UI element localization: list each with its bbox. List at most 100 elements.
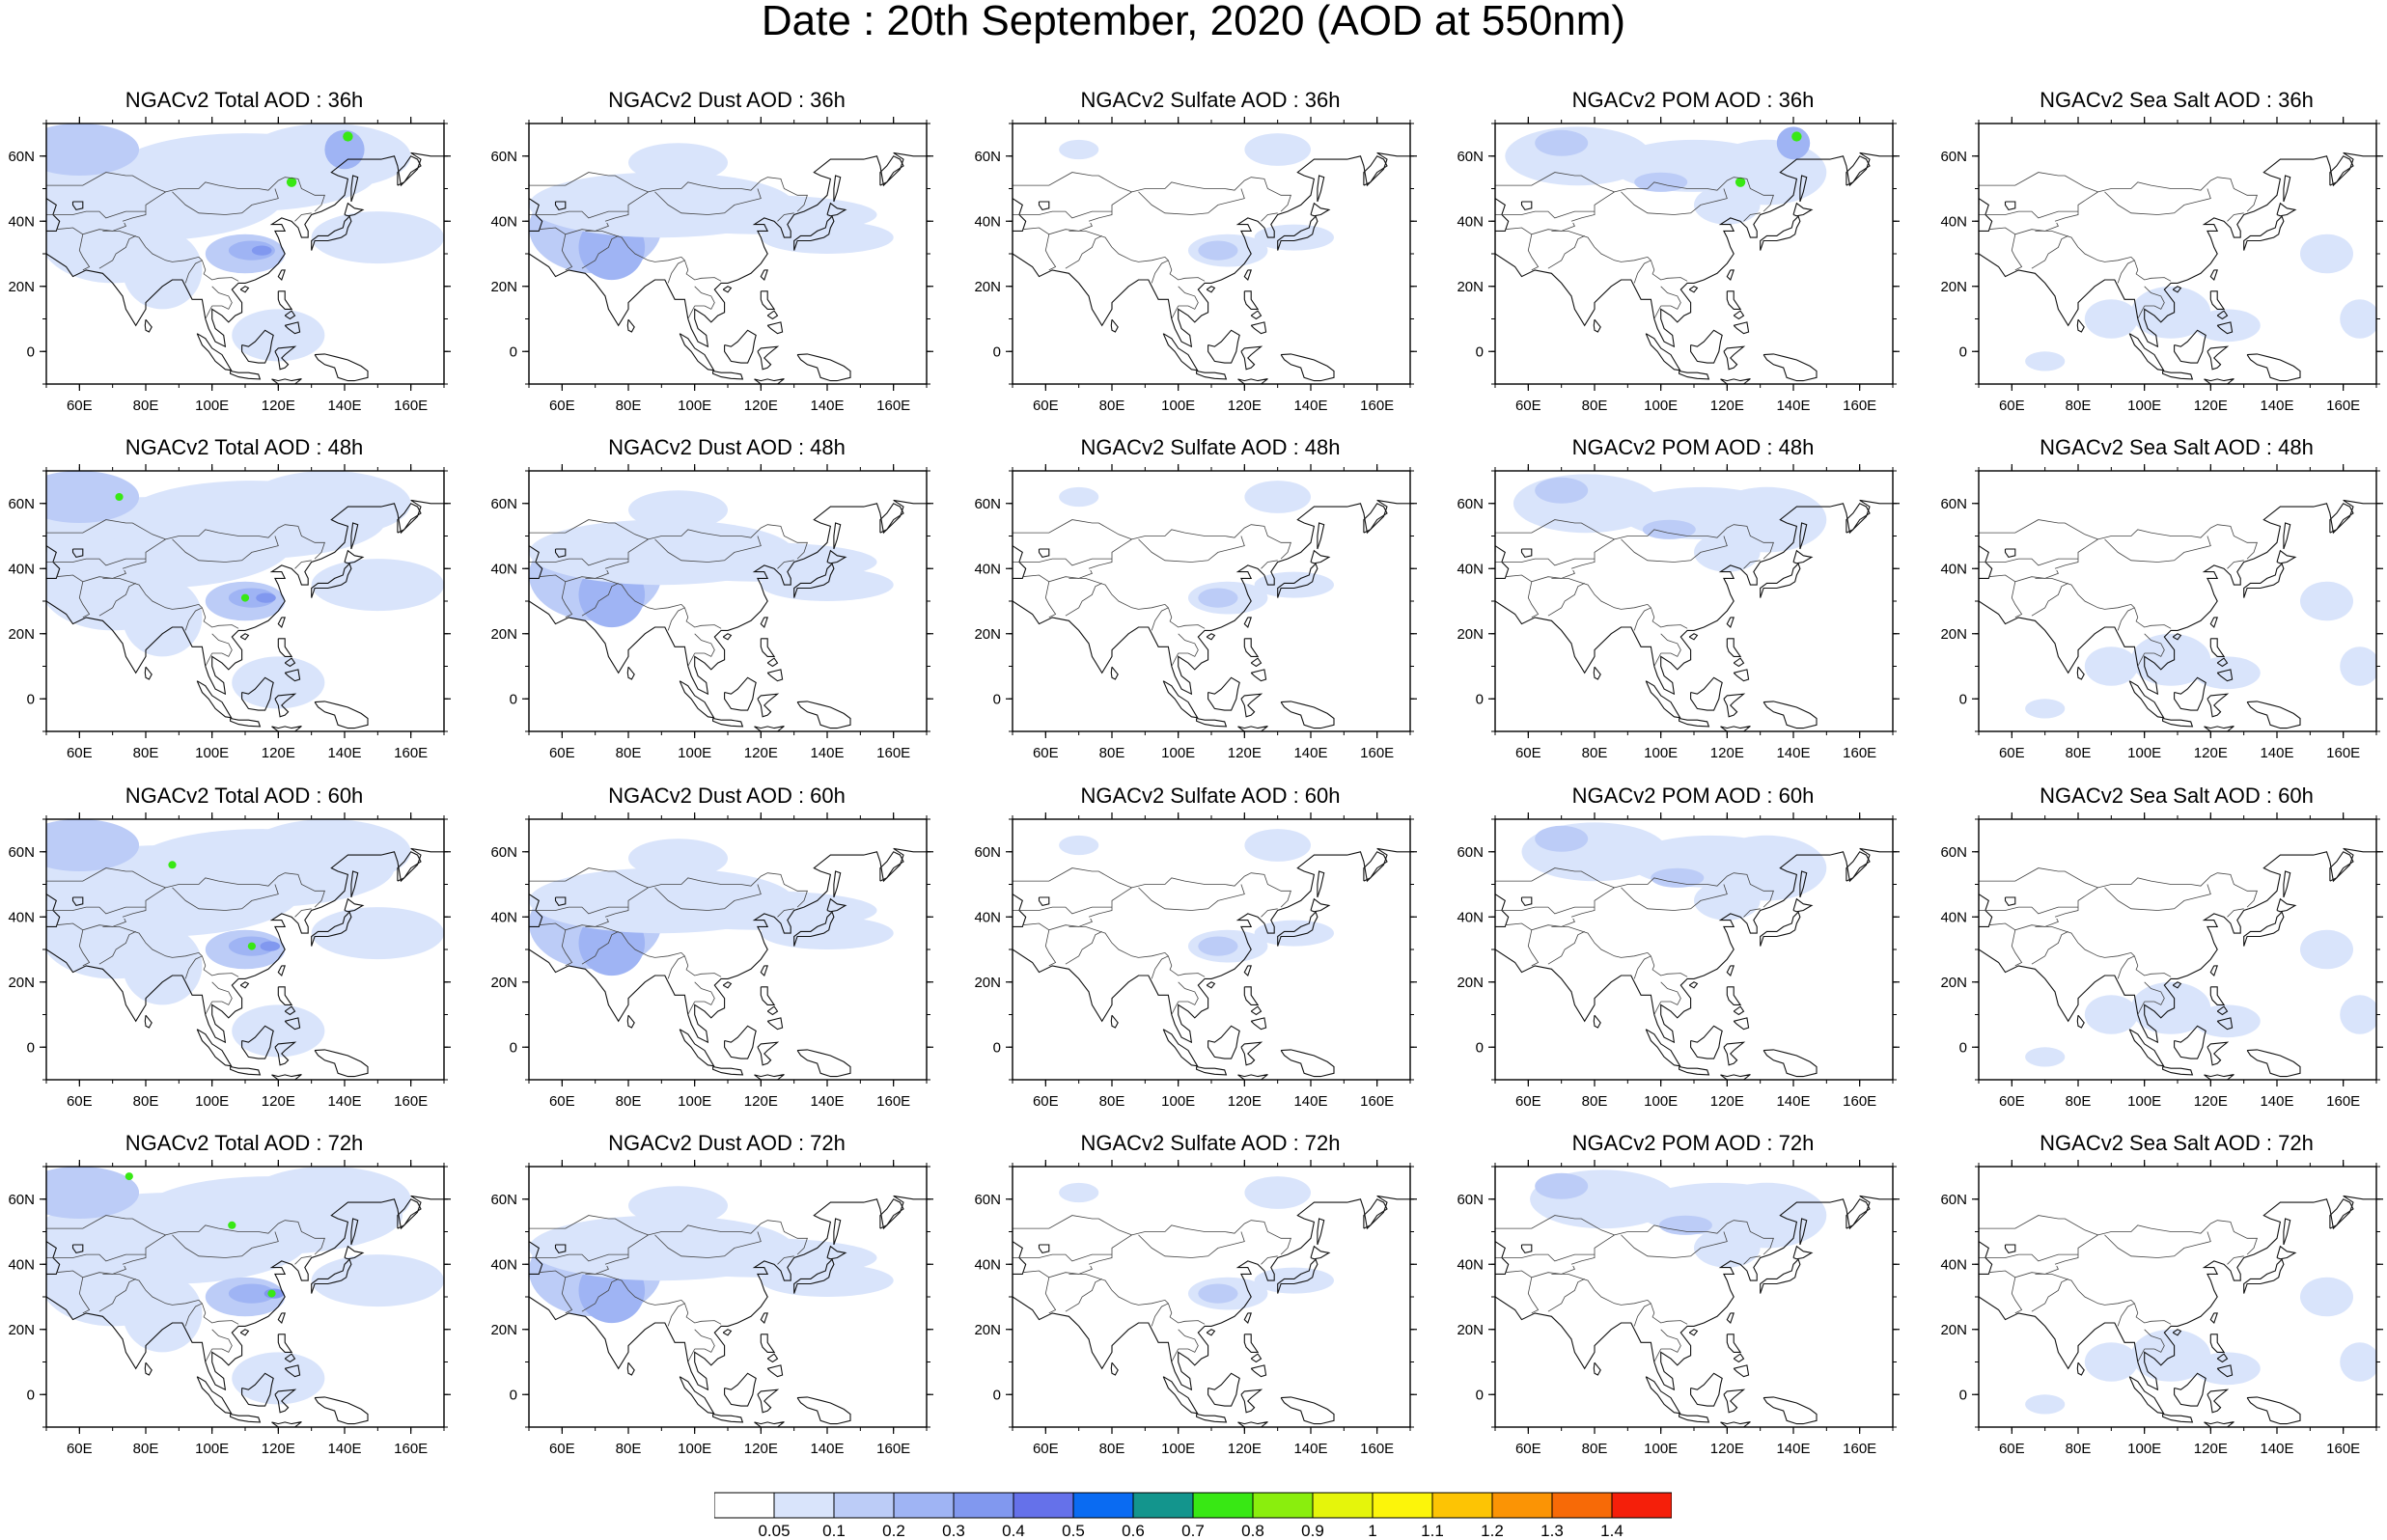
country-borders [1495, 172, 1774, 319]
lat-tick-label: 0 [993, 691, 1001, 707]
lat-tick-label: 20N [1457, 626, 1484, 643]
country-border [1979, 519, 2098, 540]
coastline [679, 680, 715, 719]
lon-tick-label: 140E [1293, 1441, 1327, 1457]
panel-title: NGACv2 Dust AOD : 60h [608, 784, 846, 808]
coastline [1979, 847, 2376, 1044]
lon-tick-label: 60E [1999, 398, 2025, 414]
coastline [1593, 1361, 1601, 1376]
coastline [754, 1421, 785, 1427]
lon-tick-label: 100E [1161, 745, 1195, 761]
aod-contour [232, 656, 325, 709]
coastline [1495, 544, 1510, 579]
coastline [1013, 847, 1410, 1044]
country-borders [1979, 867, 2258, 1015]
coastline [2329, 503, 2354, 534]
coastline [230, 1413, 262, 1423]
country-borders [1013, 519, 1291, 667]
country-border [777, 908, 794, 918]
country-border [1570, 177, 1774, 222]
lat-tick-label: 60N [974, 844, 1001, 861]
lat-tick-label: 40N [490, 909, 517, 925]
country-border [529, 210, 628, 219]
coastlines [529, 1195, 927, 1427]
country-border [1743, 1255, 1761, 1265]
lat-tick-label: 40N [1940, 1256, 1967, 1273]
country-border [1069, 231, 1206, 282]
lon-tick-label: 120E [1228, 398, 1262, 414]
lon-tick-label: 80E [1099, 745, 1125, 761]
coastline [1520, 201, 1533, 211]
lon-tick-label: 140E [1293, 745, 1327, 761]
coastline [626, 1014, 635, 1029]
colorbar-swatch [1013, 1492, 1074, 1519]
coastline [529, 1240, 543, 1275]
lon-tick-label: 160E [1843, 398, 1876, 414]
lon-tick-label: 140E [1776, 398, 1810, 414]
country-border [205, 305, 213, 319]
coastline [760, 290, 776, 310]
lon-tick-label: 140E [1776, 1441, 1810, 1457]
country-border [654, 1231, 762, 1258]
colorbar-label: 0.3 [942, 1522, 965, 1540]
country-border [1653, 652, 1662, 667]
lon-tick-label: 160E [2326, 745, 2360, 761]
country-border [585, 231, 722, 282]
coastline [312, 733, 351, 738]
aod-contour [761, 568, 894, 601]
coastline [2204, 1421, 2234, 1427]
coastline [1363, 503, 1388, 534]
aod-field [2025, 581, 2376, 719]
country-border [98, 1279, 136, 1312]
country-border [1151, 1303, 1169, 1327]
coastline [314, 353, 369, 382]
coastline [1979, 197, 1993, 232]
coastline [712, 370, 744, 380]
country-border [1151, 260, 1169, 284]
lat-tick-label: 60N [490, 844, 517, 861]
coastline [679, 1376, 715, 1415]
country-border [2117, 260, 2135, 284]
coastline [2276, 1245, 2297, 1260]
country-border [1065, 1279, 1102, 1312]
aod-field [46, 819, 444, 1058]
coastline [1280, 353, 1335, 382]
coastline [271, 378, 302, 384]
lon-tick-label: 140E [1293, 398, 1327, 414]
lon-tick-label: 60E [1999, 1093, 2025, 1110]
country-border [1013, 172, 1132, 193]
lon-tick-label: 60E [67, 1093, 93, 1110]
coastline [826, 549, 847, 564]
aod-contour [2340, 646, 2376, 686]
lat-tick-label: 0 [27, 1039, 35, 1056]
coastline [529, 544, 543, 579]
lat-tick-label: 40N [8, 213, 35, 230]
coastline [1979, 151, 2376, 348]
lat-tick-label: 0 [510, 344, 517, 360]
coastline [1240, 1041, 1263, 1066]
lon-tick-label: 160E [1360, 745, 1394, 761]
coastline [1726, 290, 1742, 310]
coastline [760, 1334, 776, 1353]
country-border [539, 569, 609, 583]
lon-tick-label: 160E [394, 1093, 428, 1110]
aod-contour [1254, 1267, 1334, 1294]
lon-tick-label: 80E [133, 745, 159, 761]
country-border [211, 1329, 233, 1353]
coastline [2276, 202, 2297, 217]
coastline [1645, 1029, 1681, 1067]
country-border [2054, 1220, 2258, 1265]
lon-tick-label: 60E [1515, 1093, 1541, 1110]
colorbar-swatch [773, 1492, 835, 1519]
aod-contour [123, 578, 203, 657]
coastlines [1013, 1195, 1410, 1427]
country-border [184, 607, 203, 631]
country-border [1505, 918, 1575, 931]
lat-tick-label: 20N [8, 279, 35, 295]
country-border [172, 536, 279, 563]
country-borders [1013, 867, 1291, 1015]
aod-contour [247, 942, 256, 950]
lat-tick-label: 40N [8, 1256, 35, 1273]
map-plot: 60E 80E 100E 120E 140E 160E 0 20N 40N 60N [490, 464, 933, 761]
coastline [2204, 726, 2234, 731]
